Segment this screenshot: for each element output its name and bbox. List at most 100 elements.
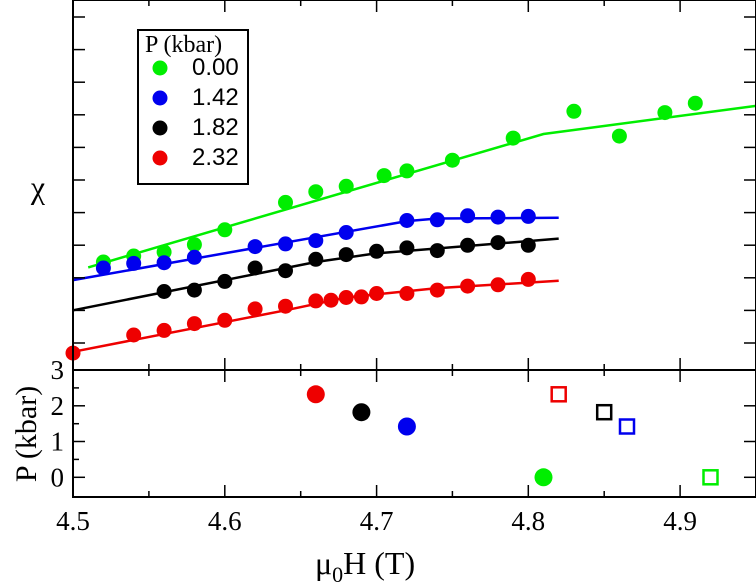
data-point-s1-4 [247, 239, 263, 255]
legend-label-0: 0.00 [192, 54, 239, 81]
x-axis-label-subscript: 0 [332, 562, 343, 586]
legend-items: 0.00 1.42 1.82 2.32 [152, 54, 239, 171]
legend-marker-3 [152, 150, 168, 166]
data-point-s0-5 [278, 194, 293, 210]
pressure-point-3 [534, 468, 553, 487]
data-point-s1-2 [156, 255, 172, 271]
pressure-point-0 [306, 385, 325, 404]
pressure-point-1 [352, 403, 371, 422]
data-point-s0-7 [338, 178, 354, 194]
top-data-points [65, 95, 703, 361]
legend-title: P (kbar) [145, 32, 222, 58]
data-point-s3-5 [247, 301, 263, 317]
data-point-s1-0 [95, 260, 111, 276]
data-point-s3-8 [323, 292, 339, 308]
data-point-s3-2 [156, 322, 172, 338]
data-point-s3-10 [353, 289, 369, 305]
data-point-s2-7 [369, 243, 385, 259]
data-point-s3-13 [429, 282, 445, 298]
data-point-s3-12 [399, 286, 415, 301]
data-point-s3-16 [520, 271, 536, 287]
x-tick-label-4.7: 4.7 [360, 506, 394, 536]
data-point-s1-8 [399, 213, 415, 228]
pressure-square-2 [618, 418, 636, 435]
data-point-s2-12 [520, 237, 536, 253]
data-point-s3-15 [490, 277, 506, 293]
data-point-s2-6 [338, 247, 354, 263]
data-point-s0-4 [217, 222, 233, 238]
data-point-s2-10 [460, 237, 476, 253]
data-point-s0-11 [505, 130, 521, 146]
data-point-s0-9 [399, 163, 415, 179]
data-point-s0-2 [156, 244, 172, 260]
data-point-s1-9 [429, 212, 445, 228]
data-point-s3-7 [308, 293, 324, 309]
data-point-s0-12 [566, 103, 582, 119]
y-tick-label-1: 1 [51, 427, 65, 457]
top-y-axis-label: χ [30, 169, 46, 205]
x-tick-label-4.6: 4.6 [208, 506, 242, 536]
x-axis-label-mu: μ [315, 545, 332, 581]
data-point-s2-4 [278, 263, 293, 279]
data-point-s2-1 [186, 282, 202, 298]
data-point-s2-2 [217, 273, 233, 289]
bottom-plot-frame [72, 369, 756, 498]
data-point-s3-6 [278, 298, 293, 314]
data-point-s1-3 [186, 249, 202, 265]
y-tick-label-3: 3 [51, 355, 65, 385]
data-point-s3-3 [186, 316, 202, 332]
data-point-s2-3 [247, 260, 263, 276]
y-tick-label-0: 0 [51, 462, 65, 492]
legend-marker-0 [152, 60, 168, 76]
data-point-s0-8 [376, 168, 392, 184]
data-point-s1-11 [490, 209, 506, 225]
data-point-s0-14 [657, 105, 673, 121]
data-point-s3-9 [338, 290, 354, 305]
data-point-s0-10 [444, 152, 460, 168]
legend: P (kbar) 0.00 1.42 1.82 2.32 [137, 29, 249, 185]
bottom-y-axis-label: P (kbar) [10, 386, 43, 482]
fit-line-1 [72, 216, 559, 282]
legend-marker-1 [152, 90, 168, 106]
data-point-s1-7 [338, 225, 354, 240]
pressure-point-2 [397, 417, 416, 436]
pressure-square-1 [595, 403, 613, 421]
data-point-s1-12 [520, 208, 536, 224]
bottom-data-points [306, 385, 719, 487]
x-tick-label-4.5: 4.5 [56, 506, 90, 536]
legend-label-1: 1.42 [192, 84, 239, 111]
bottom-ticks: 0 1 2 3 4.5 4.6 4.7 4.8 4.9 [51, 355, 756, 536]
data-point-s3-1 [126, 327, 142, 343]
x-tick-label-4.8: 4.8 [511, 506, 545, 536]
data-point-s1-5 [278, 236, 293, 252]
x-tick-label-4.9: 4.9 [663, 506, 697, 536]
data-point-s0-6 [308, 184, 324, 200]
data-point-s2-5 [308, 251, 324, 267]
data-point-s2-0 [156, 284, 172, 299]
data-point-s2-9 [429, 243, 445, 259]
data-point-s3-4 [217, 312, 233, 328]
data-point-s2-8 [399, 240, 415, 256]
legend-label-3: 2.32 [192, 144, 239, 171]
data-point-s1-6 [308, 233, 324, 249]
fit-line-0 [87, 104, 756, 269]
data-point-s0-3 [186, 237, 202, 253]
data-point-s0-13 [611, 128, 627, 144]
top-panel: χ [30, 0, 756, 371]
data-point-s1-1 [126, 255, 142, 271]
data-point-s2-11 [490, 235, 506, 251]
legend-marker-2 [152, 120, 168, 136]
fit-line-3 [72, 279, 559, 354]
x-axis-label-rest: H (T) [343, 545, 415, 581]
x-axis-label: μ0H (T) [315, 545, 415, 586]
data-point-s3-11 [369, 286, 385, 301]
y-tick-label-2: 2 [51, 391, 65, 421]
pressure-square-3 [702, 469, 719, 486]
data-point-s0-15 [687, 95, 703, 111]
data-point-s1-10 [460, 208, 476, 224]
data-point-s3-14 [460, 278, 476, 294]
pressure-square-0 [550, 386, 567, 403]
legend-label-2: 1.82 [192, 114, 239, 141]
